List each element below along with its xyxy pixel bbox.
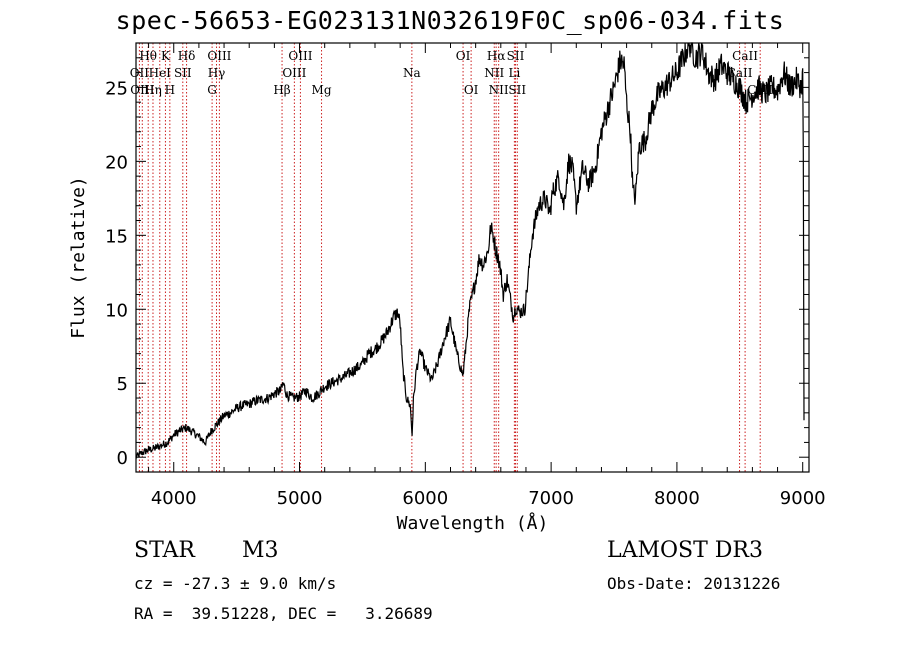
line-marker-label: Hη: [144, 83, 162, 97]
line-marker-label: K: [161, 49, 171, 63]
line-marker-label: H: [165, 83, 175, 97]
y-axis-label: Flux (relative): [68, 176, 89, 339]
axis-ticks: 4000 5000 6000 7000 8000 9000 0 5 10 15 20 25: [105, 42, 826, 509]
x-tick-label: 5000: [277, 488, 323, 509]
object-type: STAR: [134, 538, 195, 563]
y-tick-label: 10: [105, 300, 128, 321]
observation-date: Obs-Date: 20131226: [607, 574, 781, 593]
line-marker-label: SII: [507, 49, 525, 63]
y-tick-label: 5: [117, 374, 128, 395]
object-subclass: M3: [242, 538, 279, 563]
line-marker-label: NII: [489, 83, 509, 97]
x-tick-label: 9000: [780, 488, 826, 509]
coordinates: RA = 39.51228, DEC = 3.26689: [134, 604, 433, 623]
redshift-value: cz = -27.3 ± 9.0 km/s: [134, 574, 337, 593]
chart-title: spec-56653-EG023131N032619F0C_sp06-034.f…: [115, 6, 785, 35]
y-tick-label: 25: [105, 78, 128, 99]
line-marker-label: Li: [508, 66, 520, 80]
line-marker-label: CaII: [732, 49, 758, 63]
line-marker-label: OIII: [288, 49, 312, 63]
line-marker-label: Mg: [312, 83, 332, 97]
line-marker-label: Hδ: [178, 49, 196, 63]
x-tick-label: 7000: [528, 488, 574, 509]
line-marker-label: OI: [464, 83, 479, 97]
y-tick-label: 15: [105, 226, 128, 247]
line-marker-label: OIII: [282, 66, 306, 80]
line-markers: [138, 43, 761, 472]
x-axis-label: Wavelength (Å): [397, 512, 549, 534]
line-marker-label: Hβ: [273, 83, 290, 97]
line-marker-label: Hγ: [208, 66, 226, 80]
x-tick-label: 8000: [654, 488, 700, 509]
line-marker-label: G: [207, 83, 217, 97]
line-marker-label: SII: [174, 66, 192, 80]
line-marker-label: NII: [484, 66, 504, 80]
line-marker-label: OIII: [207, 49, 231, 63]
plot-frame: [135, 42, 810, 473]
line-marker-label: OI: [456, 49, 471, 63]
line-marker-label: HeI: [149, 66, 172, 80]
line-marker-label: Na: [403, 66, 421, 80]
survey-name: LAMOST DR3: [607, 538, 763, 563]
line-marker-label: Hθ: [139, 49, 157, 63]
x-tick-label: 6000: [402, 488, 448, 509]
line-marker-label: Hα: [487, 49, 506, 63]
y-tick-label: 0: [117, 448, 128, 469]
line-marker-label: SII: [508, 83, 526, 97]
spectrum-line: [135, 42, 805, 459]
y-tick-label: 20: [105, 152, 128, 173]
x-tick-label: 4000: [151, 488, 197, 509]
